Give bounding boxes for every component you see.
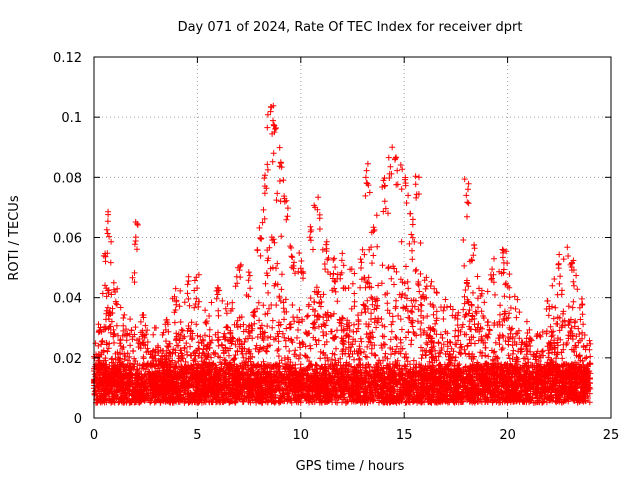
y-axis-label: ROTI / TECUs (7, 195, 22, 280)
grid-lines (94, 57, 611, 418)
y-tick-label: 0.06 (53, 232, 82, 247)
x-axis-label: GPS time / hours (296, 459, 405, 474)
y-tick-label: 0 (74, 412, 82, 427)
x-tick-label: 5 (193, 428, 201, 443)
x-tick-label: 15 (396, 428, 413, 443)
x-tick-label: 20 (499, 428, 516, 443)
roti-series-markers (91, 102, 594, 406)
data-points (91, 102, 594, 406)
chart-title: Day 071 of 2024, Rate Of TEC Index for r… (178, 20, 523, 35)
y-tick-label: 0.1 (61, 111, 82, 126)
y-tick-label: 0.02 (53, 352, 82, 367)
y-tick-label: 0.08 (53, 171, 82, 186)
x-tick-label: 10 (293, 428, 310, 443)
y-axis-ticks: 0 0.02 0.04 0.06 0.08 0.1 0.12 (53, 51, 611, 427)
y-tick-label: 0.04 (53, 292, 82, 307)
x-tick-label: 25 (603, 428, 620, 443)
y-tick-label: 0.12 (53, 51, 82, 66)
x-tick-label: 0 (90, 428, 98, 443)
x-axis-ticks: 0 5 10 15 20 25 (90, 57, 619, 443)
